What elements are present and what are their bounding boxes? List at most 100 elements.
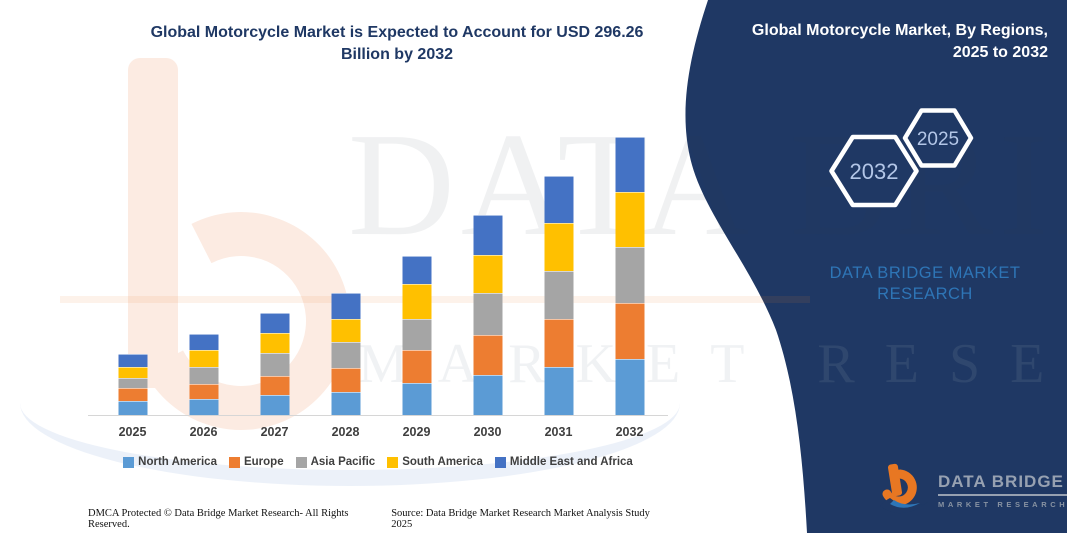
footer-source-text: Source: Data Bridge Market Research Mark… [391, 508, 650, 530]
chart-title-line2: Billion by 2032 [340, 46, 454, 63]
x-axis-label-2030: 2030 [473, 425, 502, 439]
x-axis-label-2026: 2026 [189, 425, 218, 439]
bar-column-2028 [310, 136, 381, 415]
legend-item-asia-pacific: Asia Pacific [295, 456, 376, 468]
legend-label-south-america: South America [402, 456, 483, 468]
bar-segment-asia-pacific-2029 [402, 319, 431, 350]
bar-segment-south-america-2029 [402, 283, 431, 320]
x-axis-line [88, 415, 668, 416]
bar-stack-2032 [615, 136, 644, 415]
bar-column-2031 [523, 136, 594, 415]
legend-swatch-north-america [123, 456, 135, 468]
panel-heading-line2: 2025 to 2032 [952, 44, 1048, 61]
logo-subtitle-text: MARKET RESEARCH [938, 499, 1067, 509]
legend-swatch-south-america [387, 456, 399, 468]
hexagon-2032-label: 2032 [850, 159, 899, 184]
bar-segment-middle-east-and-africa-2032 [615, 136, 644, 192]
data-bridge-logo-icon [880, 463, 928, 514]
bar-segment-middle-east-and-africa-2030 [473, 215, 502, 256]
panel-brand-text: DATA BRIDGE MARKET RESEARCH [805, 263, 1045, 305]
panel-brand-line2: RESEARCH [877, 285, 973, 303]
legend-swatch-middle-east-and-africa [494, 456, 506, 468]
bar-segment-middle-east-and-africa-2028 [331, 293, 360, 319]
bar-segment-europe-2030 [473, 335, 502, 376]
bar-column-2029 [381, 136, 452, 415]
bar-stack-2027 [260, 313, 289, 415]
bar-segment-north-america-2031 [544, 367, 573, 415]
legend-label-europe: Europe [243, 456, 284, 468]
bar-stack-2031 [544, 175, 573, 415]
bar-segment-north-america-2028 [331, 392, 360, 415]
bar-segment-south-america-2026 [189, 350, 218, 367]
bar-segment-middle-east-and-africa-2027 [260, 313, 289, 334]
bar-segment-asia-pacific-2025 [118, 378, 147, 389]
bar-column-2025 [97, 136, 168, 415]
legend-item-middle-east-and-africa: Middle East and Africa [494, 456, 633, 468]
legend-label-north-america: North America [138, 456, 217, 468]
legend-item-south-america: South America [387, 456, 483, 468]
bar-segment-north-america-2030 [473, 375, 502, 415]
bar-segment-europe-2031 [544, 319, 573, 368]
bar-segment-europe-2029 [402, 349, 431, 383]
panel-heading-line1: Global Motorcycle Market, By Regions, [751, 22, 1048, 39]
x-axis-label-2028: 2028 [331, 425, 360, 439]
panel-brand-line1: DATA BRIDGE MARKET [829, 264, 1021, 282]
bar-segment-europe-2028 [331, 368, 360, 393]
bar-column-2030 [452, 136, 523, 415]
bar-column-2026 [168, 136, 239, 415]
legend-label-middle-east-and-africa: Middle East and Africa [509, 456, 633, 468]
bar-segment-middle-east-and-africa-2026 [189, 334, 218, 351]
footer-dmca-text: DMCA Protected © Data Bridge Market Rese… [88, 508, 349, 530]
bar-segment-asia-pacific-2028 [331, 342, 360, 369]
x-axis-label-2025: 2025 [118, 425, 147, 439]
chart-title: Global Motorcycle Market is Expected to … [88, 22, 706, 66]
hexagon-2032: 2032 [829, 134, 919, 208]
company-logo: DATA BRIDGE MARKET RESEARCH [878, 462, 1067, 518]
panel-heading: Global Motorcycle Market, By Regions, 20… [718, 20, 1048, 64]
logo-name-text: DATA BRIDGE [938, 472, 1067, 496]
bar-column-2032 [594, 136, 665, 415]
bar-stack-2029 [402, 255, 431, 415]
hexagon-2025-label: 2025 [917, 129, 959, 150]
year-hexagons: 2025 2032 [829, 108, 974, 208]
x-axis-label-2029: 2029 [402, 425, 431, 439]
logo-text-block: DATA BRIDGE MARKET RESEARCH [938, 472, 1067, 509]
legend-label-asia-pacific: Asia Pacific [310, 456, 376, 468]
bar-segment-asia-pacific-2031 [544, 270, 573, 320]
x-axis-label-2027: 2027 [260, 425, 289, 439]
chart-title-line1: Global Motorcycle Market is Expected to … [150, 24, 644, 41]
footer: DMCA Protected © Data Bridge Market Rese… [88, 508, 672, 530]
x-axis-label-2032: 2032 [615, 425, 644, 439]
bar-segment-europe-2027 [260, 376, 289, 395]
bar-segment-europe-2026 [189, 383, 218, 399]
bar-segment-south-america-2030 [473, 255, 502, 293]
bar-segment-asia-pacific-2026 [189, 366, 218, 384]
bar-stack-2025 [118, 353, 147, 415]
legend-swatch-europe [228, 456, 240, 468]
bar-segment-asia-pacific-2032 [615, 246, 644, 303]
chart-legend: North America Europe Asia Pacific South Ame… [88, 456, 668, 468]
x-axis-labels: 2025 2026 2027 2028 2029 2030 2031 2032 [97, 425, 665, 439]
bars-area [97, 136, 665, 415]
bar-segment-europe-2032 [615, 302, 644, 359]
bar-segment-middle-east-and-africa-2031 [544, 175, 573, 224]
bar-segment-north-america-2025 [118, 400, 147, 415]
bar-segment-europe-2025 [118, 388, 147, 401]
bar-segment-south-america-2025 [118, 366, 147, 379]
legend-item-north-america: North America [123, 456, 217, 468]
bar-segment-middle-east-and-africa-2025 [118, 353, 147, 367]
hexagon-2025: 2025 [902, 108, 974, 168]
bar-column-2027 [239, 136, 310, 415]
bar-segment-north-america-2029 [402, 382, 431, 415]
legend-swatch-asia-pacific [295, 456, 307, 468]
bar-segment-asia-pacific-2030 [473, 292, 502, 336]
bar-segment-south-america-2032 [615, 191, 644, 247]
legend-item-europe: Europe [228, 456, 284, 468]
bar-segment-north-america-2026 [189, 398, 218, 415]
bar-stack-2030 [473, 215, 502, 415]
bar-stack-2028 [331, 293, 360, 415]
bar-stack-2026 [189, 334, 218, 415]
bar-segment-north-america-2032 [615, 358, 644, 415]
bar-segment-middle-east-and-africa-2029 [402, 255, 431, 284]
